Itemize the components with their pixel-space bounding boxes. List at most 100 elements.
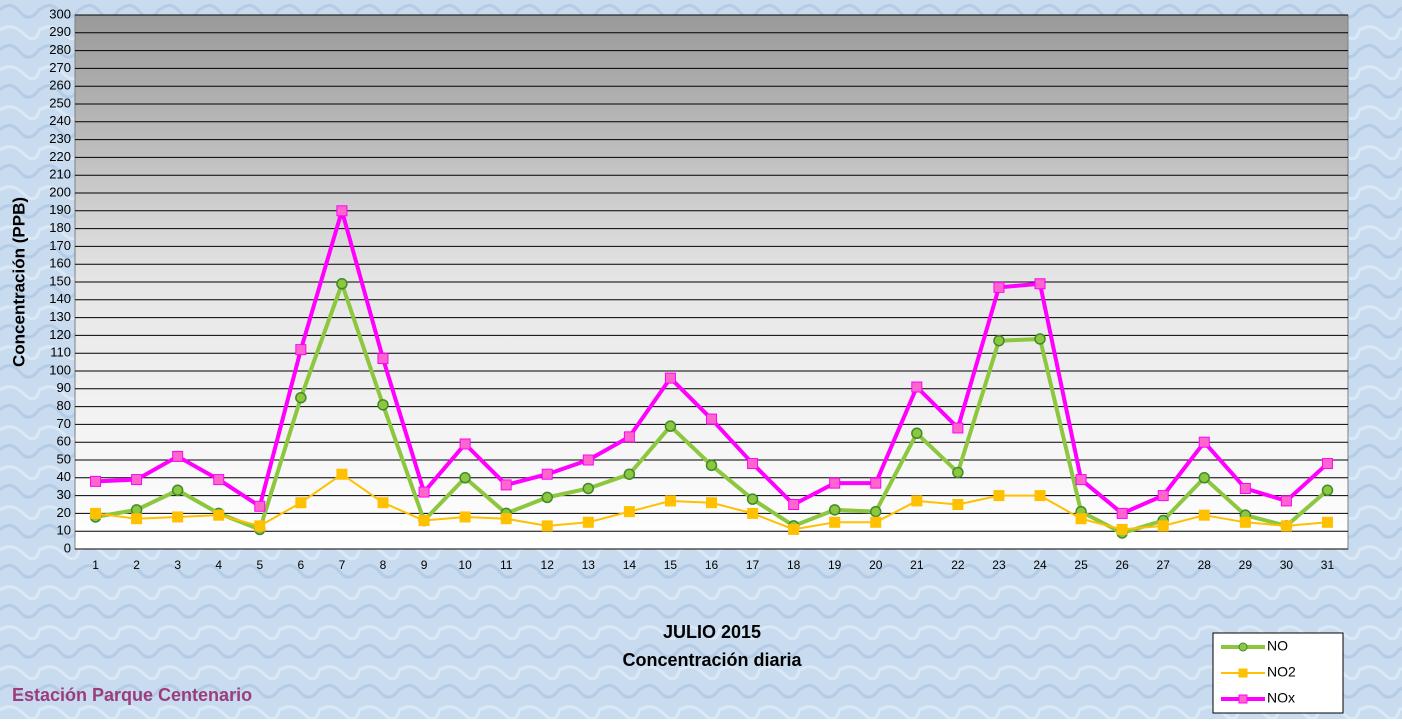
point [624, 469, 634, 479]
point [542, 492, 552, 502]
x-tick-label: 23 [992, 558, 1006, 572]
point [871, 517, 881, 527]
x-tick-label: 10 [458, 558, 472, 572]
point [707, 498, 717, 508]
y-tick-label: 180 [49, 220, 71, 235]
x-tick-label: 31 [1321, 558, 1335, 572]
x-tick-label: 7 [339, 558, 346, 572]
x-tick-label: 20 [869, 558, 883, 572]
point [748, 459, 758, 469]
x-tick-label: 30 [1280, 558, 1294, 572]
x-tick-label: 18 [787, 558, 801, 572]
x-tick-label: 21 [910, 558, 924, 572]
point [953, 423, 963, 433]
point [912, 428, 922, 438]
x-tick-label: 4 [215, 558, 222, 572]
y-tick-label: 10 [57, 523, 71, 538]
point [871, 478, 881, 488]
point [542, 469, 552, 479]
point [460, 439, 470, 449]
point [1158, 521, 1168, 531]
point [1076, 475, 1086, 485]
y-tick-label: 120 [49, 327, 71, 342]
x-tick-label: 17 [746, 558, 760, 572]
point [214, 475, 224, 485]
chart: JULIO 2015 Concentración diaria Estación… [0, 0, 1402, 719]
point [789, 524, 799, 534]
point [1281, 496, 1291, 506]
y-tick-label: 140 [49, 291, 71, 306]
point [748, 494, 758, 504]
x-tick-label: 29 [1239, 558, 1253, 572]
point [665, 421, 675, 431]
point [830, 478, 840, 488]
x-tick-label: 24 [1033, 558, 1047, 572]
point [1035, 279, 1045, 289]
y-tick-label: 230 [49, 131, 71, 146]
point [830, 517, 840, 527]
x-tick-label: 27 [1157, 558, 1171, 572]
x-tick-label: 8 [380, 558, 387, 572]
point [460, 512, 470, 522]
point [1076, 514, 1086, 524]
point [1240, 517, 1250, 527]
point [1281, 521, 1291, 531]
y-tick-label: 130 [49, 309, 71, 324]
y-tick-label: 250 [49, 95, 71, 110]
x-tick-label: 22 [951, 558, 965, 572]
point [501, 480, 511, 490]
x-tick-label: 1 [92, 558, 99, 572]
point [378, 498, 388, 508]
point [748, 508, 758, 518]
legend-marker [1239, 643, 1247, 651]
point [624, 432, 634, 442]
y-axis-label: Concentración (PPB) [9, 197, 28, 367]
point [1158, 491, 1168, 501]
x-tick-label: 15 [664, 558, 678, 572]
y-tick-label: 150 [49, 273, 71, 288]
y-tick-label: 200 [49, 184, 71, 199]
point [1199, 473, 1209, 483]
y-tick-label: 190 [49, 202, 71, 217]
x-tick-label: 14 [623, 558, 637, 572]
y-tick-label: 210 [49, 167, 71, 182]
point [132, 514, 142, 524]
point [830, 505, 840, 515]
point [460, 473, 470, 483]
y-tick-label: 50 [57, 451, 71, 466]
x-tick-label: 12 [541, 558, 555, 572]
point [1199, 510, 1209, 520]
point [624, 507, 634, 517]
point [665, 496, 675, 506]
x-tick-label: 28 [1198, 558, 1212, 572]
point [1117, 508, 1127, 518]
point [337, 206, 347, 216]
point [173, 451, 183, 461]
point [1199, 437, 1209, 447]
y-tick-label: 220 [49, 149, 71, 164]
point [871, 507, 881, 517]
x-tick-label: 2 [133, 558, 140, 572]
y-tick-label: 280 [49, 42, 71, 57]
y-tick-label: 0 [64, 540, 71, 555]
point [132, 475, 142, 485]
x-tick-label: 5 [256, 558, 263, 572]
chart-title: Concentración diaria [622, 650, 802, 670]
point [91, 508, 101, 518]
point [296, 345, 306, 355]
point [583, 455, 593, 465]
point [378, 354, 388, 364]
point [789, 500, 799, 510]
y-tick-label: 70 [57, 416, 71, 431]
point [214, 510, 224, 520]
point [994, 336, 1004, 346]
y-tick-label: 60 [57, 434, 71, 449]
y-tick-label: 240 [49, 113, 71, 128]
point [542, 521, 552, 531]
point [173, 512, 183, 522]
y-tick-label: 20 [57, 505, 71, 520]
point [255, 501, 265, 511]
y-tick-label: 90 [57, 380, 71, 395]
point [501, 514, 511, 524]
x-tick-label: 19 [828, 558, 842, 572]
